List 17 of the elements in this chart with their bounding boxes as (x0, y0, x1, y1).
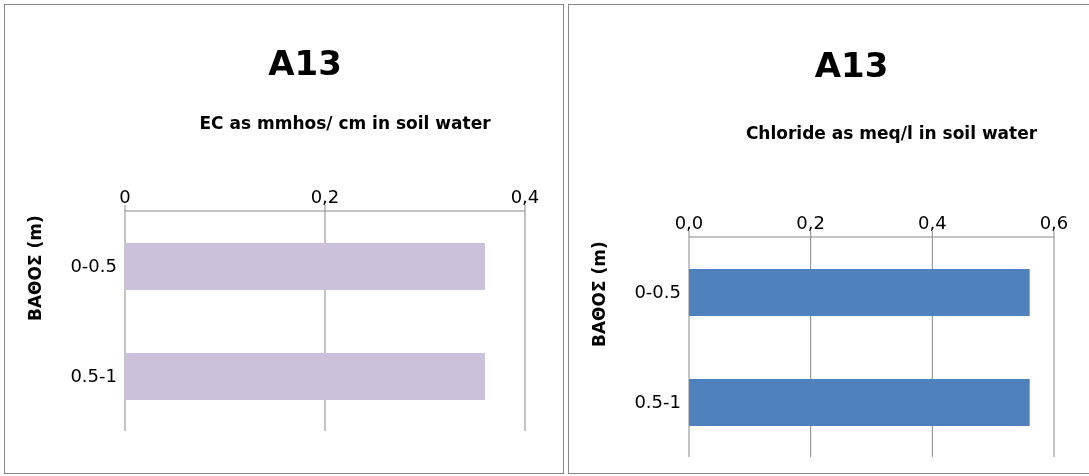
y-tick-label: 0-0.5 (634, 281, 681, 303)
y-axis-title: ΒΑΘΟΣ (m) (25, 215, 46, 321)
x-tick-label: 0,0 (674, 212, 704, 233)
y-tick-label: 0.5-1 (70, 365, 117, 387)
y-axis-title: ΒΑΘΟΣ (m) (589, 241, 610, 347)
x-tick-label: 0,6 (1039, 212, 1069, 233)
x-tick-label: 0,4 (918, 212, 947, 233)
chart-title: A13 (813, 45, 890, 85)
x-axis-title: Chloride as meq/l in soil water (744, 123, 1039, 143)
x-tick-label: 0,2 (796, 212, 825, 233)
y-tick-label: 0.5-1 (634, 391, 681, 413)
x-tick-label: 0 (119, 186, 131, 207)
x-axis-title: EC as mmhos/ cm in soil water (198, 113, 492, 133)
x-tick-label: 0,4 (510, 186, 540, 207)
y-tick-label: 0-0.5 (70, 255, 117, 277)
x-tick-label: 0,2 (310, 186, 340, 207)
chart-title: A13 (267, 43, 343, 83)
